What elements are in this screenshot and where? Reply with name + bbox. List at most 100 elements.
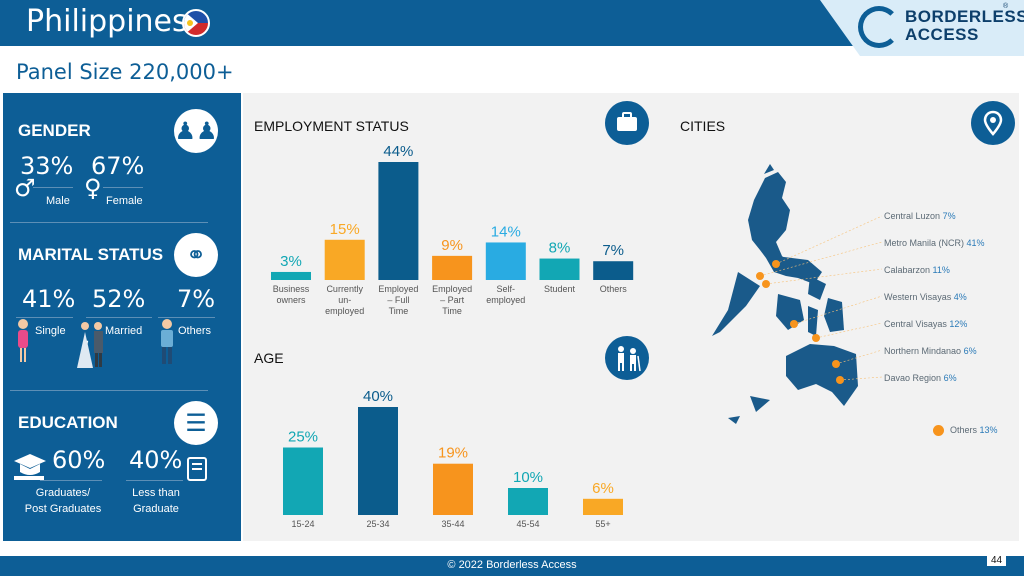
- bar-value-label: 40%: [363, 388, 393, 405]
- graduates-underline: [40, 480, 102, 481]
- cities-title: CITIES: [680, 118, 726, 134]
- bar-value-label: 19%: [438, 445, 468, 462]
- philippines-map: [712, 164, 883, 424]
- city-name: Others: [950, 425, 978, 435]
- education-title: EDUCATION: [18, 413, 118, 432]
- page-number: 44: [987, 555, 1007, 566]
- city-value: 7%: [942, 211, 956, 221]
- category-label: – Full: [387, 295, 409, 305]
- age-chart: 25% 15-24 40% 25-34 19% 35-44 10% 45-54 6% 55+: [283, 388, 623, 529]
- less-than-graduate-label-line-1: Less than: [132, 487, 180, 499]
- bar-value-label: 6%: [592, 480, 614, 497]
- male-underline: [33, 187, 73, 188]
- bar: [485, 242, 526, 280]
- single-woman-icon: [18, 319, 28, 362]
- category-label: Employed: [432, 284, 472, 294]
- footer-bar: [0, 556, 1024, 576]
- bar-value-label: 25%: [288, 429, 318, 446]
- single-percentage: 41%: [22, 285, 76, 313]
- city-label-central-luzon: Central Luzon 7%: [884, 211, 956, 221]
- books-icon: ☰: [174, 401, 218, 445]
- married-mark: ,: [86, 333, 90, 345]
- category-label: 35-44: [441, 519, 464, 529]
- bar: [539, 258, 580, 280]
- category-label: owners: [276, 295, 306, 305]
- location-pin-icon: [971, 101, 1015, 145]
- city-label-metro-manila: Metro Manila (NCR) 41%: [884, 238, 985, 248]
- male-symbol-icon: ♂: [14, 174, 36, 202]
- section-divider: [10, 390, 208, 391]
- less-than-graduate-label: Less than Graduate: [116, 485, 196, 517]
- borderless-access-logo-icon: [858, 6, 900, 48]
- briefcase-icon: [605, 101, 649, 145]
- section-divider: [10, 222, 208, 223]
- bar: [508, 488, 548, 515]
- city-label-davao-region: Davao Region 6%: [884, 373, 957, 383]
- age-title: AGE: [254, 350, 284, 366]
- category-label: employed: [486, 295, 525, 305]
- page-title: Philippines: [26, 4, 188, 39]
- married-underline: [86, 317, 152, 318]
- city-value: 41%: [966, 238, 985, 248]
- philippines-flag-icon: [182, 9, 210, 37]
- single-label: Single: [35, 325, 66, 337]
- logo-line-2: ACCESS: [905, 25, 979, 44]
- city-value: 11%: [932, 265, 950, 275]
- category-label: Time: [442, 306, 462, 316]
- bar-value-label: 8%: [549, 240, 571, 257]
- people-icon: ♟♟: [174, 109, 218, 153]
- city-name: Northern Mindanao: [884, 346, 962, 356]
- bar: [271, 271, 311, 280]
- female-label: Female: [106, 195, 143, 207]
- logo-text: BORDERLESS ACCESS: [905, 8, 1024, 44]
- bar: [378, 162, 419, 280]
- city-value: 12%: [949, 319, 968, 329]
- logo-registered-mark: ®: [1003, 3, 1009, 10]
- others-label: Others: [178, 325, 212, 337]
- others-dot: [933, 425, 944, 436]
- city-value: 6%: [963, 346, 977, 356]
- graduates-label-line-1: Graduates/: [35, 487, 91, 499]
- logo-line-1: BORDERLESS: [905, 7, 1024, 26]
- bar-value-label: 14%: [491, 223, 521, 240]
- city-name: Western Visayas: [884, 292, 952, 302]
- city-markers: [756, 260, 844, 384]
- city-name: Central Luzon: [884, 211, 941, 221]
- employment-status-title: EMPLOYMENT STATUS: [254, 118, 409, 134]
- married-couple-icon: [77, 322, 103, 368]
- elderly-people-icon: [605, 336, 649, 380]
- city-label-western-visayas: Western Visayas 4%: [884, 292, 967, 302]
- city-label-central-visayas: Central Visayas 12%: [884, 319, 967, 329]
- bar: [358, 407, 398, 515]
- others-underline: [158, 317, 215, 318]
- city-label-northern-mindanao: Northern Mindanao 6%: [884, 346, 977, 356]
- bar: [432, 255, 473, 280]
- bar: [433, 463, 473, 515]
- graduation-cap-icon: [14, 454, 46, 480]
- bar: [324, 239, 365, 280]
- married-label: Married: [105, 325, 143, 337]
- category-label: 25-34: [366, 519, 389, 529]
- category-label: Business: [273, 284, 310, 294]
- category-label: 45-54: [516, 519, 539, 529]
- bar-value-label: 7%: [602, 242, 624, 259]
- bar-value-label: 3%: [280, 253, 302, 270]
- rings-icon: ⚭: [174, 233, 218, 277]
- less-than-graduate-underline: [126, 480, 183, 481]
- others-percentage: 7%: [177, 285, 216, 313]
- city-name: Davao Region: [884, 373, 942, 383]
- logo-background: [820, 0, 1024, 56]
- category-label: Employed: [378, 284, 418, 294]
- bar-value-label: 10%: [513, 469, 543, 486]
- less-than-graduate-label-line-2: Graduate: [133, 503, 179, 515]
- male-percentage: 33%: [20, 152, 74, 180]
- category-label: Others: [600, 284, 628, 294]
- category-label: Self-: [497, 284, 516, 294]
- category-label: Student: [544, 284, 576, 294]
- copyright-text: © 2022 Borderless Access: [447, 559, 577, 571]
- category-label: – Part: [440, 295, 465, 305]
- bar-value-label: 15%: [330, 221, 360, 238]
- bar: [593, 261, 634, 280]
- bar-value-label: 44%: [383, 143, 413, 160]
